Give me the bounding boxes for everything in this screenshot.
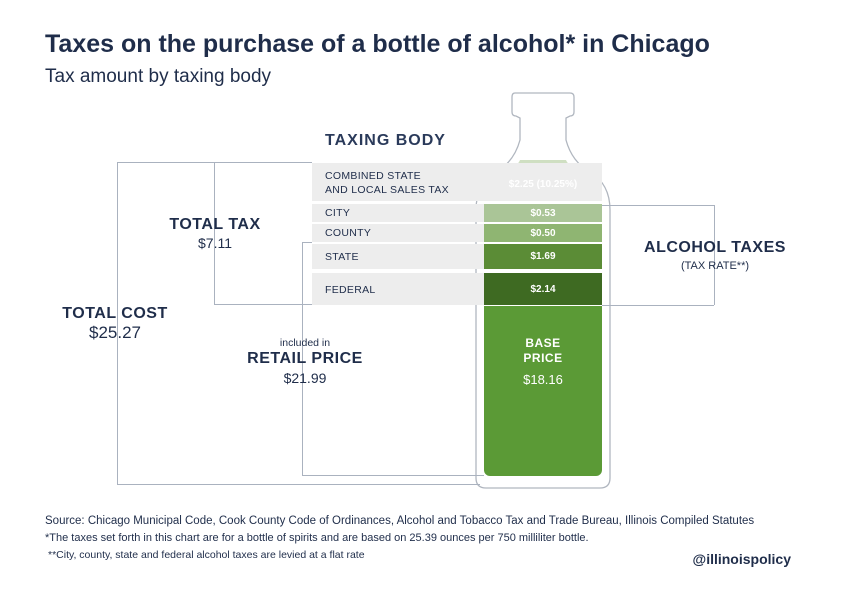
- alcohol-bracket-top: [602, 205, 714, 206]
- retail-prefix: included in: [279, 337, 331, 349]
- label-city: CITY: [325, 207, 351, 219]
- retail-price-label: RETAIL PRICE: [247, 350, 363, 367]
- total-tax-bracket-side: [214, 162, 215, 304]
- label-state: STATE: [325, 251, 359, 263]
- footer-note2: **City, county, state and federal alcoho…: [48, 549, 365, 561]
- value-label-state-tax: $1.69: [530, 251, 556, 262]
- illinoispolicy-handle: @illinoispolicy: [692, 551, 791, 567]
- base-price-value: $18.16: [523, 372, 563, 387]
- retail-bracket-top: [302, 242, 312, 243]
- value-label-city-tax: $0.53: [530, 207, 556, 219]
- label-sales-line1: COMBINED STATE: [325, 170, 421, 182]
- total-tax-bracket-top: [214, 162, 312, 163]
- label-county: COUNTY: [325, 227, 372, 239]
- label-federal: FEDERAL: [325, 284, 376, 296]
- alcohol-bracket-side: [714, 205, 715, 305]
- footer-note1: *The taxes set forth in this chart are f…: [45, 532, 589, 544]
- footer-source: Source: Chicago Municipal Code, Cook Cou…: [45, 515, 755, 527]
- total-tax-value: $7.11: [198, 235, 232, 251]
- alcohol-bracket-bottom: [602, 305, 714, 306]
- total-cost-bracket-side: [117, 162, 118, 484]
- value-label-sales-tax: $2.25 (10.25%): [508, 178, 578, 190]
- segment-sales-tax: $2.25 (10.25%): [484, 168, 602, 200]
- total-cost-value: $25.27: [89, 323, 141, 342]
- base-price-label-line2: PRICE: [523, 351, 563, 365]
- taxing-body-header: TAXING BODY: [325, 132, 446, 149]
- retail-price-value: $21.99: [283, 370, 327, 386]
- alcohol-taxes-note: (TAX RATE**): [680, 260, 750, 272]
- segment-state-tax: $1.69: [484, 244, 602, 269]
- total-cost-label: TOTAL COST: [62, 305, 168, 322]
- value-label-county-tax: $0.50: [530, 227, 556, 239]
- segment-city-tax: $0.53: [484, 204, 602, 222]
- value-label-federal-tax: $2.14: [530, 283, 556, 295]
- retail-bracket-bottom: [302, 475, 484, 476]
- retail-bracket-side: [302, 242, 303, 475]
- segment-county-tax: $0.50: [484, 224, 602, 242]
- base-price-label-line1: BASE: [525, 336, 561, 350]
- alcohol-taxes-label: ALCOHOL TAXES: [644, 239, 786, 256]
- total-cost-bracket-bottom: [117, 484, 480, 485]
- total-tax-bracket-bottom: [214, 304, 312, 305]
- band-sales: [312, 163, 602, 201]
- segment-federal-tax: $2.14: [484, 273, 602, 305]
- chart-subtitle: Tax amount by taxing body: [45, 66, 272, 87]
- label-sales-line2: AND LOCAL SALES TAX: [325, 184, 449, 196]
- chart-title: Taxes on the purchase of a bottle of alc…: [45, 30, 710, 58]
- total-tax-label: TOTAL TAX: [169, 216, 261, 233]
- segment-base-price: BASE PRICE $18.16: [484, 306, 602, 476]
